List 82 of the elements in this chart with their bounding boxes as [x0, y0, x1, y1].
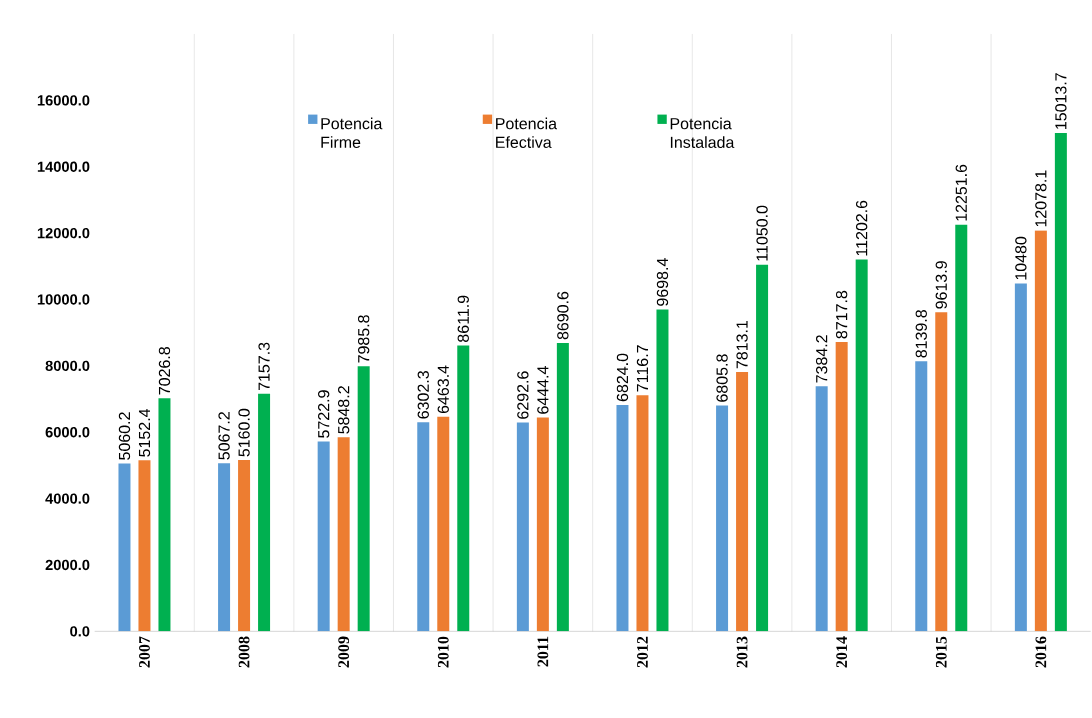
bar [417, 422, 430, 632]
x-tick-label: 2015 [935, 636, 947, 668]
data-label: 7157.3 [258, 342, 270, 391]
bar [437, 416, 450, 632]
data-label: 12251.6 [955, 164, 967, 221]
y-tick-label: 4000.0 [45, 493, 90, 504]
data-label: 6444.4 [537, 366, 549, 414]
data-label: 11202.6 [856, 200, 868, 256]
bar [756, 264, 769, 632]
data-label: 11050.0 [756, 205, 768, 261]
y-tick-label: 12000.0 [37, 227, 90, 239]
data-label: 5060.2 [118, 412, 131, 460]
data-label: 7985.8 [358, 315, 370, 363]
bar [815, 386, 828, 632]
bar [1014, 283, 1027, 632]
bar [656, 309, 669, 632]
data-label: 5160.0 [238, 408, 250, 457]
data-label: 7116.7 [636, 345, 649, 392]
y-tick-label: 6000.0 [45, 427, 90, 438]
data-label: 7813.1 [736, 320, 748, 369]
bar [935, 312, 948, 632]
data-label: 10480 [1015, 236, 1027, 280]
bar [138, 460, 151, 632]
legend-label: Potencia Firme [321, 117, 383, 148]
data-label: 8611.9 [457, 295, 469, 342]
data-label: 7026.8 [158, 346, 171, 395]
bar [636, 395, 649, 632]
y-tick-label: 8000.0 [45, 360, 90, 372]
data-label: 5722.9 [318, 390, 330, 438]
x-tick-label: 2014 [836, 636, 848, 668]
data-label: 5848.2 [338, 386, 350, 434]
x-tick-label: 2012 [637, 636, 648, 668]
bar [556, 342, 569, 632]
data-label: 6302.3 [417, 371, 429, 419]
data-label: 9613.9 [935, 261, 947, 309]
data-label: 8717.8 [836, 290, 848, 339]
x-tick-label: 2011 [537, 636, 549, 667]
bar [457, 345, 470, 632]
x-tick-label: 2010 [437, 636, 449, 668]
data-label: 12078.1 [1035, 170, 1047, 227]
y-tick-label: 10000.0 [37, 294, 90, 305]
bar [337, 437, 350, 632]
data-label: 6805.8 [716, 354, 728, 402]
y-tick-label: 16000.0 [37, 95, 90, 106]
x-tick-label: 2007 [139, 636, 150, 668]
data-label: 8690.6 [557, 291, 569, 340]
bar [357, 366, 370, 632]
y-tick-label: 2000.0 [45, 559, 90, 571]
bar [536, 417, 549, 632]
x-tick-label: 2009 [338, 636, 350, 668]
data-label: 8139.8 [915, 310, 927, 358]
data-label: 9698.4 [656, 258, 669, 306]
bar [1054, 133, 1067, 632]
bar [716, 405, 729, 632]
bar [616, 404, 629, 632]
data-label: 15013.7 [1055, 73, 1067, 129]
x-tick-label: 2016 [1035, 636, 1047, 668]
legend-label: Potencia Instalada [670, 117, 735, 148]
bar [1034, 230, 1047, 632]
bar [855, 259, 868, 632]
bar [218, 463, 231, 632]
data-label: 5067.2 [218, 412, 230, 460]
bar [118, 463, 131, 632]
data-label: 6292.6 [517, 371, 529, 419]
bar [516, 422, 529, 632]
data-label: 6463.4 [437, 365, 449, 414]
bar [238, 460, 251, 632]
x-tick-label: 2008 [238, 636, 250, 668]
bar [317, 441, 330, 632]
y-tick-label: 0.0 [70, 626, 90, 637]
data-label: 5152.4 [138, 408, 151, 457]
y-tick-label: 14000.0 [37, 161, 90, 172]
data-label: 7384.2 [816, 335, 828, 383]
bar [835, 342, 848, 632]
bar [915, 361, 928, 632]
data-label: 6824.0 [616, 353, 629, 402]
bar [158, 398, 171, 632]
bar [258, 393, 271, 632]
bar [736, 372, 749, 632]
legend-label: Potencia Efectiva [496, 117, 558, 148]
x-tick-label: 2013 [736, 636, 748, 668]
bar [955, 224, 968, 632]
